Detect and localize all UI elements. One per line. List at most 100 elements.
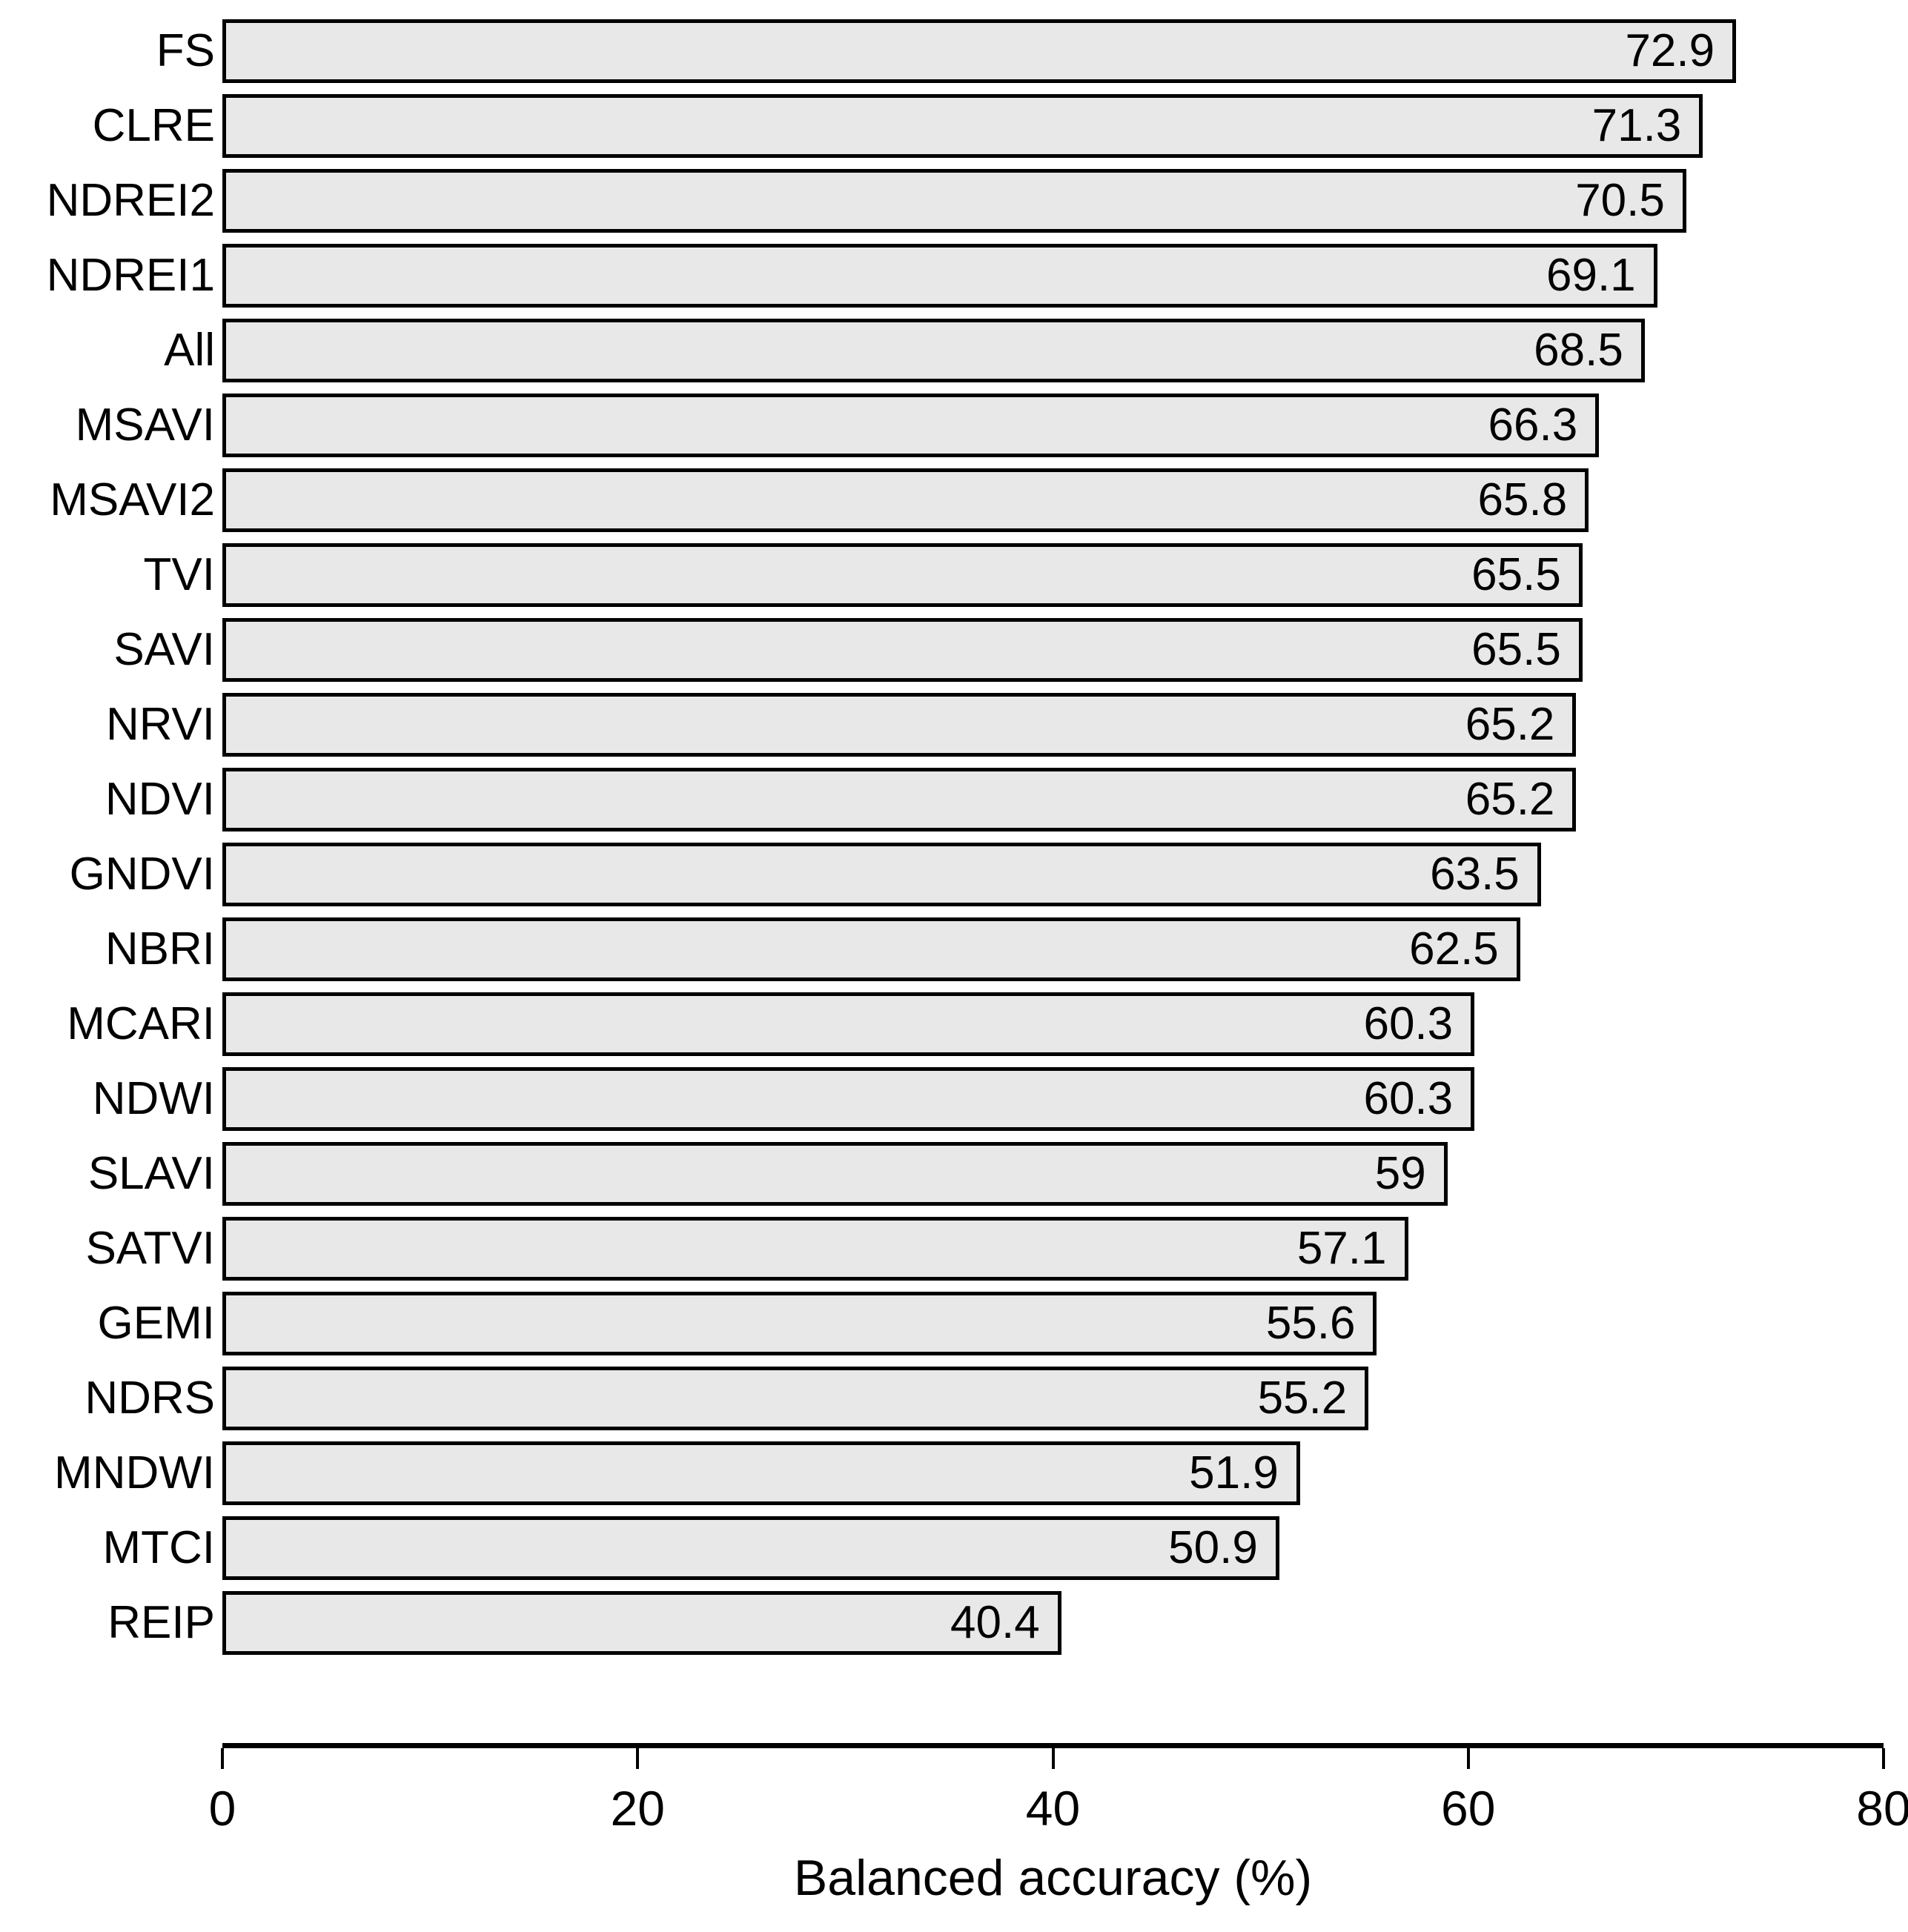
bar-track: 57.1 [222, 1211, 1884, 1286]
bar-track: 72.9 [222, 13, 1884, 88]
bar-row: NDVI 65.2 [0, 762, 1908, 837]
x-axis: 0 20 40 60 80 [209, 1743, 1908, 1833]
bar: 65.2 [222, 692, 1577, 757]
category-label: SAVI [113, 623, 215, 675]
bar: 51.9 [222, 1441, 1300, 1505]
bar-row: NDREI2 70.5 [0, 163, 1908, 238]
bar-row: NDRS 55.2 [0, 1361, 1908, 1435]
value-label: 63.5 [1430, 848, 1520, 900]
bar-row: MNDWI 51.9 [0, 1435, 1908, 1510]
value-label: 69.1 [1546, 249, 1636, 301]
x-axis-tick [1882, 1748, 1885, 1769]
bar-row: SLAVI 59 [0, 1136, 1908, 1211]
bar: 68.5 [222, 318, 1645, 382]
bar: 65.8 [222, 468, 1589, 532]
bar: 50.9 [222, 1516, 1279, 1580]
bar-track: 65.5 [222, 612, 1884, 687]
category-label: MSAVI [75, 399, 215, 451]
bar: 69.1 [222, 243, 1657, 308]
bar-track: 71.3 [222, 88, 1884, 163]
x-axis-tick [221, 1748, 224, 1769]
bar: 65.5 [222, 617, 1583, 682]
category-label: All [164, 324, 215, 376]
category-label: MCARI [67, 997, 215, 1049]
bar-track: 68.5 [222, 313, 1884, 388]
bar-track: 55.6 [222, 1286, 1884, 1361]
value-label: 65.5 [1471, 548, 1561, 600]
x-axis-tick-label: 0 [208, 1781, 236, 1836]
category-label: NDWI [92, 1072, 215, 1124]
bar: 70.5 [222, 168, 1686, 233]
bar: 71.3 [222, 93, 1703, 158]
bar: 63.5 [222, 842, 1541, 906]
value-label: 65.2 [1465, 773, 1555, 825]
bar-row: NDREI1 69.1 [0, 238, 1908, 313]
bars-area: FS 72.9 CLRE 71.3 NDREI2 70.5 NDREI1 69.… [0, 13, 1908, 1660]
bar-row: SAVI 65.5 [0, 612, 1908, 687]
category-label: MTCI [102, 1521, 215, 1573]
bar-track: 51.9 [222, 1435, 1884, 1510]
bar-track: 55.2 [222, 1361, 1884, 1435]
bar: 65.2 [222, 767, 1577, 831]
bar-track: 59 [222, 1136, 1884, 1211]
category-label: SATVI [85, 1222, 215, 1274]
bar-track: 69.1 [222, 238, 1884, 313]
category-label: MNDWI [54, 1447, 215, 1498]
bar-track: 70.5 [222, 163, 1884, 238]
bar-track: 50.9 [222, 1510, 1884, 1585]
bar-track: 66.3 [222, 388, 1884, 462]
bar: 55.2 [222, 1366, 1369, 1430]
bar-row: TVI 65.5 [0, 537, 1908, 612]
bar-row: NBRI 62.5 [0, 912, 1908, 986]
value-label: 60.3 [1363, 997, 1454, 1049]
value-label: 50.9 [1168, 1521, 1258, 1573]
category-label: REIP [107, 1596, 215, 1648]
value-label: 65.5 [1471, 623, 1561, 675]
bar: 66.3 [222, 393, 1600, 457]
bar-track: 63.5 [222, 837, 1884, 912]
bar-row: All 68.5 [0, 313, 1908, 388]
bar-track: 65.5 [222, 537, 1884, 612]
bar-row: GNDVI 63.5 [0, 837, 1908, 912]
category-label: NDREI1 [46, 249, 215, 301]
bar-track: 60.3 [222, 986, 1884, 1061]
bar-row: REIP 40.4 [0, 1585, 1908, 1660]
value-label: 55.6 [1265, 1297, 1356, 1349]
bar-row: GEMI 55.6 [0, 1286, 1908, 1361]
bar-track: 65.8 [222, 462, 1884, 537]
x-axis-tick-label: 40 [1025, 1781, 1081, 1836]
bar: 59 [222, 1141, 1448, 1206]
category-label: GNDVI [69, 848, 215, 900]
category-label: FS [156, 24, 215, 76]
bar: 72.9 [222, 19, 1737, 83]
value-label: 60.3 [1363, 1072, 1454, 1124]
bar-track: 60.3 [222, 1061, 1884, 1136]
bar-track: 65.2 [222, 762, 1884, 837]
value-label: 70.5 [1575, 174, 1665, 226]
value-label: 59 [1374, 1147, 1426, 1199]
category-label: NRVI [105, 698, 215, 750]
bar: 65.5 [222, 542, 1583, 607]
bar-row: NDWI 60.3 [0, 1061, 1908, 1136]
category-label: NBRI [105, 923, 215, 975]
bar-row: MCARI 60.3 [0, 986, 1908, 1061]
value-label: 55.2 [1257, 1372, 1348, 1424]
category-label: NDVI [105, 773, 215, 825]
bar-row: MSAVI 66.3 [0, 388, 1908, 462]
bar-row: FS 72.9 [0, 13, 1908, 88]
bar-row: MTCI 50.9 [0, 1510, 1908, 1585]
bar: 60.3 [222, 1066, 1475, 1131]
x-axis-tick [1466, 1748, 1470, 1769]
value-label: 68.5 [1534, 324, 1623, 376]
value-label: 72.9 [1625, 24, 1715, 76]
category-label: SLAVI [87, 1147, 215, 1199]
x-axis-tick [636, 1748, 640, 1769]
value-label: 40.4 [950, 1596, 1040, 1648]
value-label: 51.9 [1189, 1447, 1279, 1498]
x-axis-tick [1051, 1748, 1055, 1769]
bar-track: 65.2 [222, 687, 1884, 762]
category-label: NDRS [85, 1372, 215, 1424]
x-axis-tick-label: 20 [610, 1781, 665, 1836]
x-axis-tick-label: 80 [1856, 1781, 1908, 1836]
